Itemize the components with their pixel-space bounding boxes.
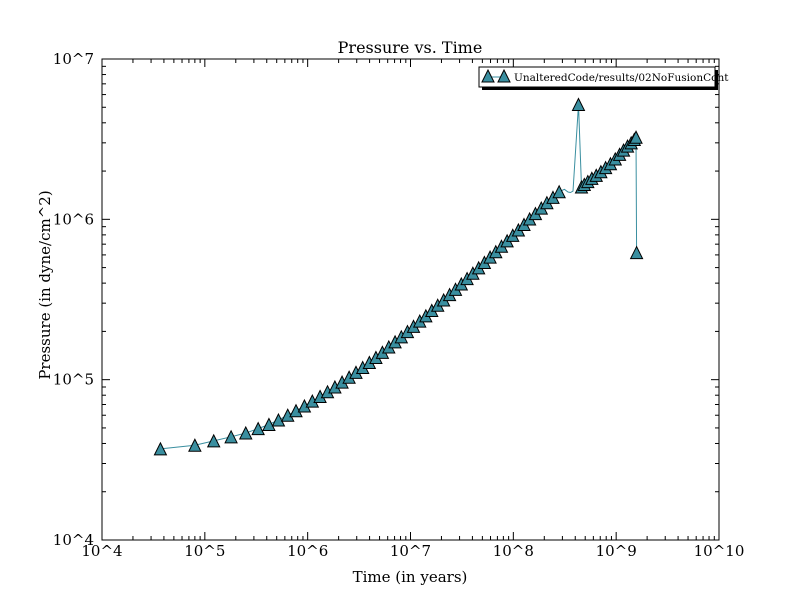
legend: UnalteredCode/results/02NoFusionCont — [478, 66, 729, 90]
y-tick-label: 10^6 — [53, 210, 94, 228]
data-point-marker — [629, 130, 643, 144]
x-tick-label: 10^10 — [694, 542, 745, 560]
series-line — [160, 104, 638, 450]
y-axis-label: Pressure (in dyne/cm^2) — [36, 190, 54, 379]
legend-label: UnalteredCode/results/02NoFusionCont — [514, 72, 729, 84]
data-point-marker — [271, 412, 286, 427]
data-point-marker — [188, 438, 202, 452]
data-point-marker — [262, 417, 276, 432]
x-tick-label: 10^8 — [493, 542, 534, 560]
data-point-marker — [153, 441, 168, 456]
x-tick-label: 10^7 — [390, 542, 431, 560]
x-tick-label: 10^5 — [184, 542, 225, 560]
data-point-marker — [238, 425, 253, 440]
data-point-marker — [629, 245, 644, 260]
y-tick-label: 10^4 — [53, 531, 94, 549]
legend-marker-left — [481, 68, 495, 83]
x-tick-label: 10^6 — [287, 542, 328, 560]
plot-area — [153, 97, 644, 456]
data-point-marker — [206, 433, 221, 448]
data-point-marker — [224, 429, 238, 444]
data-point-marker — [552, 184, 566, 199]
x-tick-label: 10^9 — [596, 542, 637, 560]
axis-ticks: 10^4 10^5 10^6 10^7 10^8 10^9 10^10 10^4 10^5 10^… — [53, 50, 745, 560]
chart-title: Pressure vs. Time — [338, 38, 483, 57]
y-tick-label: 10^7 — [53, 50, 94, 68]
legend-box — [478, 66, 716, 88]
x-axis-label: Time (in years) — [353, 568, 468, 586]
y-tick-label: 10^5 — [53, 371, 94, 389]
data-point-marker — [571, 97, 586, 112]
data-point-marker — [251, 421, 265, 436]
plot-frame — [101, 58, 720, 541]
legend-marker-right — [497, 68, 511, 83]
x-tick-label: 10^4 — [81, 542, 122, 560]
